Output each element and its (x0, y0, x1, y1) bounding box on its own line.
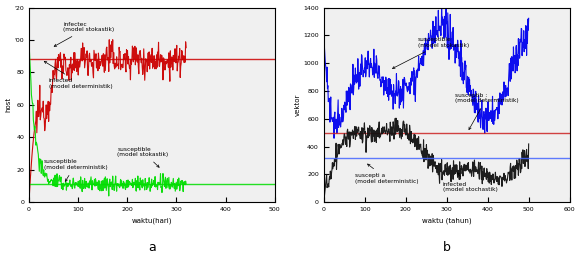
Y-axis label: vektor: vektor (295, 94, 300, 116)
Text: suscepti a
(model deterministic): suscepti a (model deterministic) (354, 164, 418, 184)
Text: susceptib :
(model deterministik): susceptib : (model deterministik) (455, 93, 519, 130)
Text: susceptible
(model stokastik): susceptible (model stokastik) (117, 146, 168, 167)
Text: b: b (443, 241, 451, 254)
Text: infected
(model stochastik): infected (model stochastik) (443, 173, 497, 192)
Text: susceptible
(model stokastik): susceptible (model stokastik) (393, 37, 469, 68)
X-axis label: waktu (tahun): waktu (tahun) (422, 218, 472, 224)
Text: susceptible
(model deterministik): susceptible (model deterministik) (44, 159, 107, 181)
Y-axis label: host: host (6, 97, 12, 112)
Text: infected
(model deterministik): infected (model deterministik) (44, 61, 112, 89)
Text: infectec
(model stokastik): infectec (model stokastik) (54, 22, 114, 46)
Text: a: a (148, 241, 156, 254)
X-axis label: waktu(hari): waktu(hari) (132, 218, 172, 224)
